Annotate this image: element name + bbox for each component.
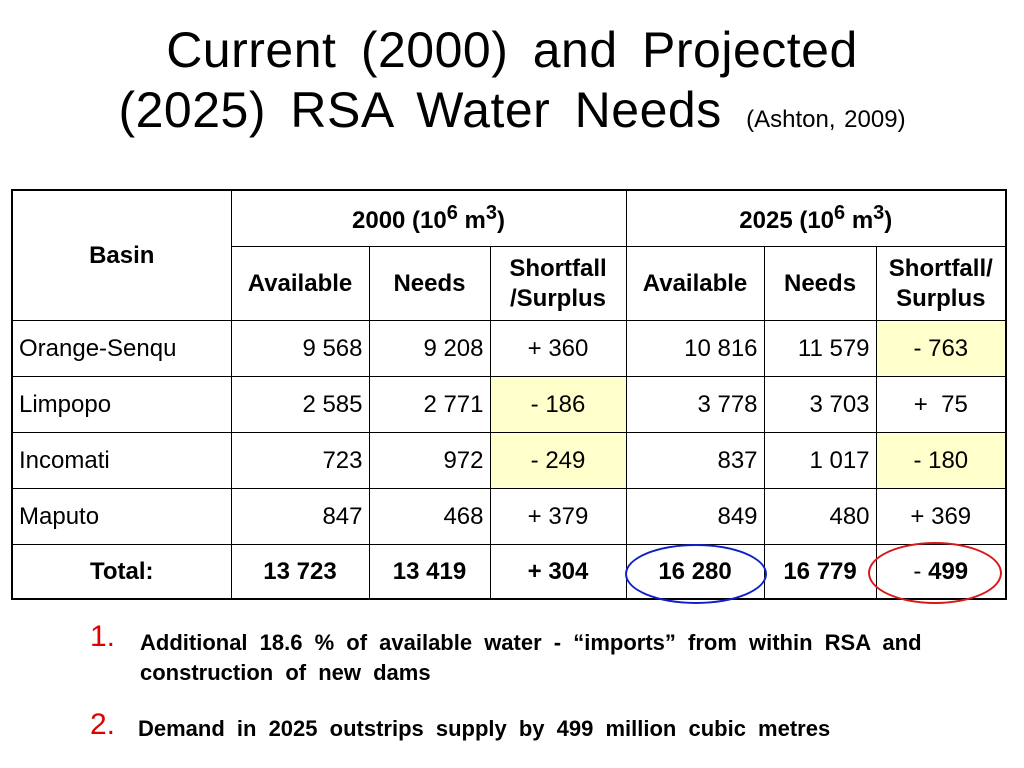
needs-2025: 1 017 bbox=[763, 432, 877, 489]
header-row-groups: Basin 2000 (106 m3) 2025 (106 m3) bbox=[11, 189, 1007, 321]
col-shortfall-2000-a: Shortfall bbox=[509, 254, 607, 282]
needs-2025: 3 703 bbox=[763, 376, 877, 433]
group-2000-close: ) bbox=[497, 207, 506, 234]
col-shortfall-2025-a: Shortfall/ bbox=[888, 254, 993, 282]
table-row: Maputo 847 468 + 379 849 480 + 369 bbox=[11, 488, 1007, 545]
group-2000-unit: m bbox=[457, 207, 486, 234]
col-needs-2025: Needs bbox=[763, 246, 877, 321]
shortfall-2000: - 186 bbox=[489, 376, 627, 433]
needs-2000: 972 bbox=[368, 432, 491, 489]
shortfall-2025: - 763 bbox=[875, 320, 1007, 377]
table-row: Limpopo 2 585 2 771 - 186 3 778 3 703 + … bbox=[11, 376, 1007, 433]
group-2000-label: 2000 (10 bbox=[352, 207, 447, 234]
total-shortfall-2025-sign: - bbox=[913, 557, 929, 585]
shortfall-2025: + 369 bbox=[875, 488, 1007, 545]
total-available-2000: 13 723 bbox=[230, 544, 370, 600]
needs-2000: 468 bbox=[368, 488, 491, 545]
total-row: Total: 13 723 13 419 + 304 16 280 16 779… bbox=[11, 544, 1007, 600]
col-shortfall-2000: Shortfall/Surplus bbox=[489, 246, 627, 321]
basin-name: Limpopo bbox=[11, 376, 232, 433]
available-2000: 847 bbox=[230, 488, 370, 545]
shortfall-2025: + 75 bbox=[875, 376, 1007, 433]
group-header-2025: 2025 (106 m3) bbox=[625, 189, 1007, 247]
basin-header: Basin bbox=[11, 189, 232, 321]
title-line-1: Current (2000) and Projected bbox=[166, 22, 858, 78]
col-available-2025: Available bbox=[625, 246, 765, 321]
group-2025-exp: 6 bbox=[834, 202, 846, 224]
col-needs-2000: Needs bbox=[368, 246, 491, 321]
group-2000-exp: 6 bbox=[446, 202, 458, 224]
col-shortfall-2000-b: /Surplus bbox=[510, 284, 607, 312]
col-shortfall-2025: Shortfall/Surplus bbox=[875, 246, 1007, 321]
group-2025-close: ) bbox=[884, 207, 893, 234]
title-line-2-text: (2025) RSA Water Needs bbox=[118, 82, 722, 138]
total-available-2025: 16 280 bbox=[625, 544, 765, 600]
available-2000: 723 bbox=[230, 432, 370, 489]
col-available-2000: Available bbox=[230, 246, 370, 321]
needs-2000: 2 771 bbox=[368, 376, 491, 433]
shortfall-2000: - 249 bbox=[489, 432, 627, 489]
note-1-number: 1. bbox=[90, 620, 116, 653]
available-2000: 9 568 bbox=[230, 320, 370, 377]
note-1-text: Additional 18.6 % of available water - “… bbox=[140, 630, 922, 685]
basin-name: Incomati bbox=[11, 432, 232, 489]
total-shortfall-2000: + 304 bbox=[489, 544, 627, 600]
title-line-2: (2025) RSA Water Needs (Ashton, 2009) bbox=[0, 80, 1024, 150]
available-2025: 837 bbox=[625, 432, 765, 489]
shortfall-2025: - 180 bbox=[875, 432, 1007, 489]
available-2025: 10 816 bbox=[625, 320, 765, 377]
shortfall-2000: + 379 bbox=[489, 488, 627, 545]
total-label: Total: bbox=[11, 544, 232, 600]
note-2-text: Demand in 2025 outstrips supply by 499 m… bbox=[138, 716, 831, 741]
basin-name: Orange-Senqu bbox=[11, 320, 232, 377]
title-citation: (Ashton, 2009) bbox=[746, 106, 906, 133]
note-2-number: 2. bbox=[90, 708, 116, 741]
shortfall-2000: + 360 bbox=[489, 320, 627, 377]
needs-2025: 11 579 bbox=[763, 320, 877, 377]
total-needs-2000: 13 419 bbox=[368, 544, 491, 600]
table-row: Orange-Senqu 9 568 9 208 + 360 10 816 11… bbox=[11, 320, 1007, 377]
total-shortfall-2025: - 499 bbox=[875, 544, 1007, 600]
needs-2025: 480 bbox=[763, 488, 877, 545]
basin-name: Maputo bbox=[11, 488, 232, 545]
group-header-2000: 2000 (106 m3) bbox=[230, 189, 627, 247]
group-2025-unit-exp: 3 bbox=[873, 202, 885, 224]
col-shortfall-2025-b: Surplus bbox=[896, 284, 986, 312]
group-2000-unit-exp: 3 bbox=[485, 202, 498, 224]
available-2000: 2 585 bbox=[230, 376, 370, 433]
total-needs-2025: 16 779 bbox=[763, 544, 877, 600]
table-row: Incomati 723 972 - 249 837 1 017 - 180 bbox=[11, 432, 1007, 489]
group-2025-label: 2025 (10 bbox=[739, 207, 835, 234]
total-shortfall-2025-value: 499 bbox=[928, 557, 969, 585]
needs-2000: 9 208 bbox=[368, 320, 491, 377]
slide-title: Current (2000) and Projected (2025) RSA … bbox=[0, 20, 1024, 150]
header-row-columns: Available Needs Shortfall/Surplus Availa… bbox=[12, 246, 1007, 321]
available-2025: 849 bbox=[625, 488, 765, 545]
group-2025-unit: m bbox=[845, 207, 874, 234]
available-2025: 3 778 bbox=[625, 376, 765, 433]
water-needs-table: Basin 2000 (106 m3) 2025 (106 m3) Availa… bbox=[11, 189, 1008, 600]
